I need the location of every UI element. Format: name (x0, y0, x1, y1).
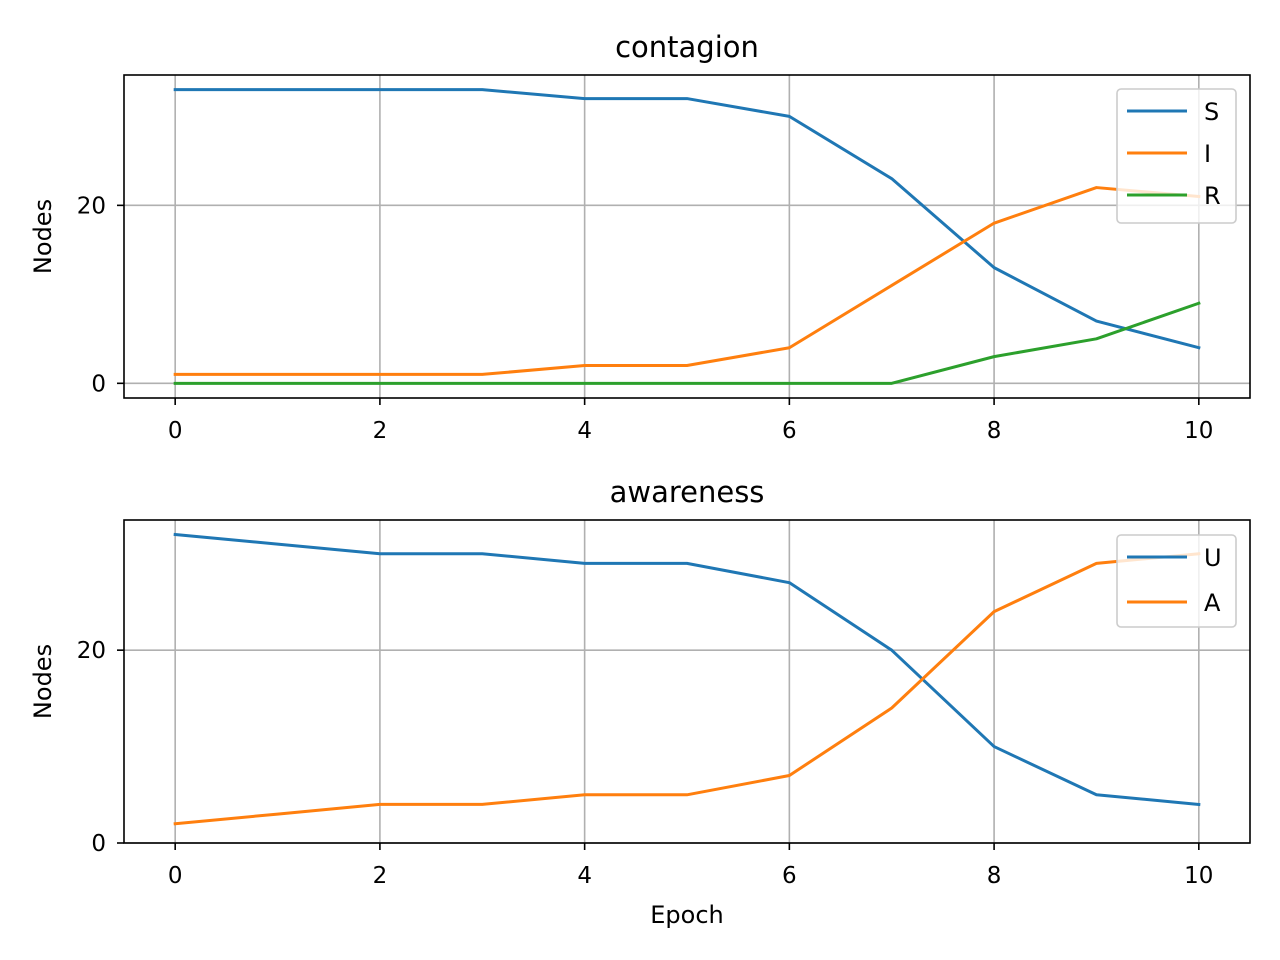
x-tick-label: 4 (577, 418, 592, 444)
x-tick-label: 0 (168, 863, 183, 889)
awareness-chart: 0 2 4 6 8 10 0 20 Nodes Epoch awareness UA (29, 475, 1251, 929)
y-tick-label: 0 (91, 371, 106, 397)
plot-frame (123, 519, 1251, 844)
x-tick-label: 6 (782, 418, 797, 444)
x-axis: 0 2 4 6 8 10 (168, 398, 1213, 444)
legend-label-a: A (1204, 589, 1221, 617)
contagion-chart: 0 2 4 6 8 10 0 20 Nodes contagion SIR (29, 30, 1251, 444)
series-line-r (173, 301, 1201, 385)
series-line-u (173, 532, 1201, 807)
y-axis-title: Nodes (29, 199, 57, 274)
x-axis-title: Epoch (650, 901, 724, 929)
legend: UA (1116, 534, 1237, 628)
series-group (173, 532, 1201, 826)
plot-frame (123, 74, 1251, 399)
series-group (173, 88, 1201, 385)
x-tick-label: 8 (987, 863, 1002, 889)
legend-label-s: S (1204, 98, 1219, 126)
legend-label-r: R (1204, 182, 1221, 210)
x-tick-label: 0 (168, 418, 183, 444)
y-tick-label: 20 (77, 638, 106, 664)
x-tick-label: 2 (373, 863, 388, 889)
y-axis: 0 20 (77, 638, 124, 857)
series-line-s (173, 88, 1201, 350)
legend-label-u: U (1204, 544, 1222, 572)
x-tick-label: 8 (987, 418, 1002, 444)
x-tick-label: 4 (577, 863, 592, 889)
x-tick-label: 6 (782, 863, 797, 889)
x-axis: 0 2 4 6 8 10 (168, 843, 1213, 889)
chart-title: awareness (610, 475, 765, 509)
x-tick-label: 10 (1184, 418, 1213, 444)
x-tick-label: 10 (1184, 863, 1213, 889)
legend-label-i: I (1204, 140, 1211, 168)
legend-box (1116, 88, 1237, 224)
series-line-i (173, 186, 1201, 376)
y-axis: 0 20 (77, 193, 124, 397)
y-tick-label: 20 (77, 193, 106, 219)
chart-title: contagion (615, 30, 759, 64)
legend: SIR (1116, 88, 1237, 224)
y-axis-title: Nodes (29, 644, 57, 719)
x-tick-label: 2 (373, 418, 388, 444)
series-line-a (173, 552, 1201, 826)
y-tick-label: 0 (91, 831, 106, 857)
